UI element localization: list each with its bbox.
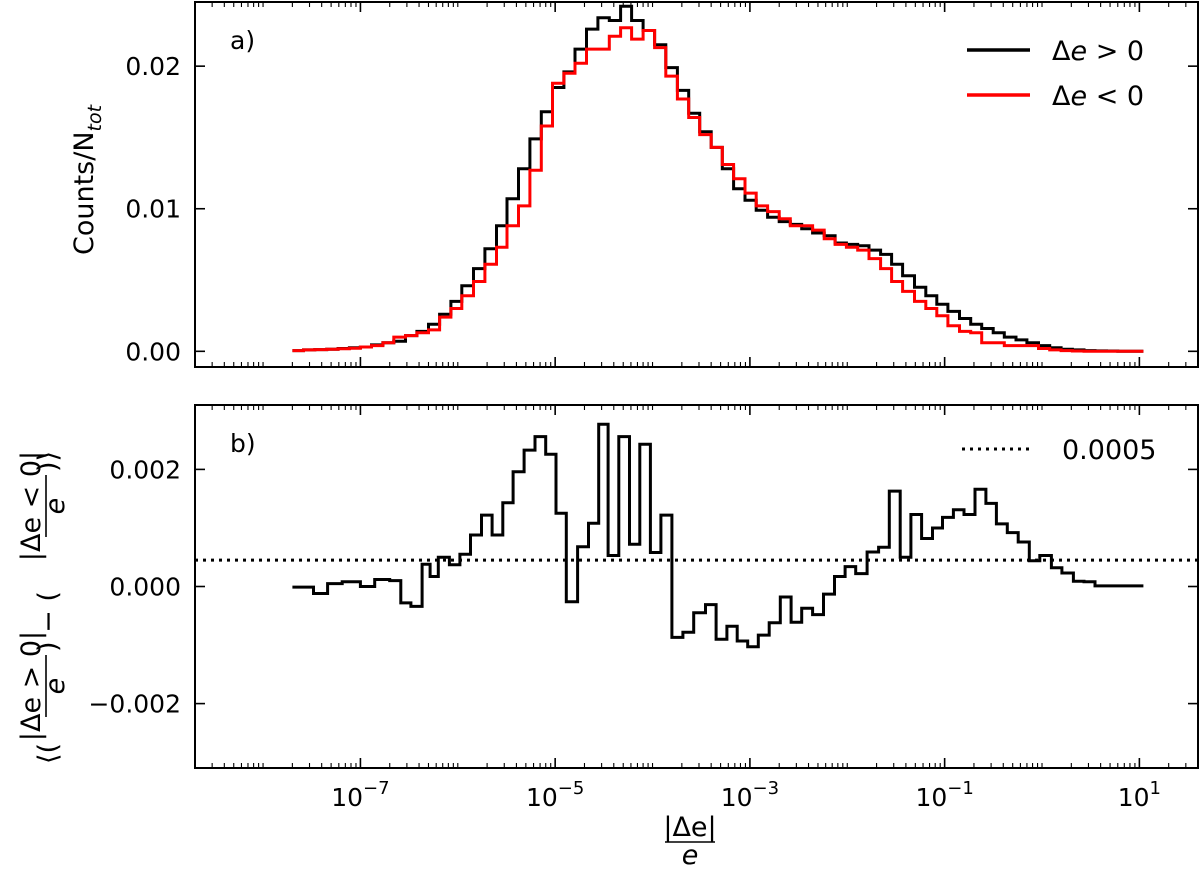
panel-b-series — [195, 422, 1198, 649]
panel-a-ytick-label: 0.02 — [125, 52, 181, 81]
x-axis-title-num: |Δe| — [663, 812, 716, 843]
legend-positive-op: > 0 — [1087, 36, 1144, 67]
hline-legend-label: 0.0005 — [1062, 435, 1156, 466]
x-tick-label-base: 10 — [1118, 783, 1150, 812]
legend-negative-delta: Δ — [1052, 81, 1071, 112]
panel-b-ylabel-den2: e — [40, 498, 71, 515]
x-tick-label: 10−1 — [915, 778, 973, 812]
panel-a-ytick-label: 0.00 — [125, 337, 181, 366]
panel-b-ylabel: ⟨( |Δe > 0| e ) − ( |Δe < 0| e )⟩ — [16, 451, 71, 764]
x-tick-label: 101 — [1118, 778, 1161, 812]
panel-a-series — [292, 4, 1144, 353]
panel-b-ytick-label: 0.002 — [109, 455, 181, 484]
x-tick-label-base: 10 — [915, 783, 947, 812]
legend-negative-var: e — [1070, 81, 1087, 112]
panel-b-ytick-label: −0.002 — [88, 690, 181, 719]
panel-b-ticks: −0.002 0.000 0.002 — [88, 405, 1198, 768]
series-line-negative — [292, 26, 1144, 353]
x-tick-label-base: 10 — [331, 783, 363, 812]
x-tick-label: 10−5 — [526, 778, 584, 812]
panel-b-ylabel-mid: ) − ( — [33, 591, 64, 652]
legend-negative-op: < 0 — [1087, 81, 1144, 112]
x-tick-label-exponent: −5 — [558, 778, 585, 799]
panel-a-ticks: 0.00 0.01 0.02 — [125, 2, 1198, 367]
panel-a: 0.00 0.01 0.02 a) Δe > 0 Δe < 0 Counts/Nto… — [69, 1, 1199, 368]
x-tick-label-exponent: 1 — [1150, 778, 1161, 799]
legend-positive-var: e — [1070, 36, 1087, 67]
series-line-difference — [292, 422, 1144, 649]
x-tick-label-exponent: −7 — [363, 778, 390, 799]
x-tick-label-base: 10 — [721, 783, 753, 812]
legend-positive-delta: Δ — [1052, 36, 1071, 67]
x-tick-label-base: 10 — [526, 783, 558, 812]
x-axis-title: |Δe| e — [663, 812, 716, 871]
panel-a-ylabel: Counts/Ntot — [69, 103, 106, 255]
x-tick-label: 10−3 — [721, 778, 779, 812]
panel-b-ylabel-close: )⟩ — [33, 451, 64, 472]
x-tick-label-exponent: −1 — [947, 778, 974, 799]
x-axis-title-den: e — [682, 840, 699, 871]
hline-legend: 0.0005 — [962, 435, 1156, 466]
legend-label-positive: Δe > 0 — [1052, 36, 1144, 67]
panel-a-ytick-label: 0.01 — [125, 195, 181, 224]
panel-b-label: b) — [230, 429, 256, 458]
panel-a-ylabel-main: Counts/N — [69, 131, 100, 255]
panel-b-frame — [194, 404, 1199, 769]
x-tick-label-exponent: −3 — [753, 778, 780, 799]
series-line-positive — [292, 4, 1144, 353]
panel-b-ylabel-open: ⟨( — [33, 743, 64, 764]
panel-a-frame — [194, 1, 1199, 368]
panel-b-ylabel-num2: |Δe < 0| — [16, 451, 47, 561]
panel-a-ylabel-sub: tot — [84, 103, 106, 131]
panel-b: −0.002 0.000 0.002 b) 0.0005 ⟨( |Δe > 0| e… — [16, 404, 1199, 769]
panel-b-ylabel-num1: |Δe > 0| — [16, 631, 47, 741]
x-tick-label: 10−7 — [331, 778, 389, 812]
legend-label-negative: Δe < 0 — [1052, 81, 1144, 112]
panel-b-ytick-label: 0.000 — [109, 573, 181, 602]
panel-b-ylabel-den1: e — [40, 678, 71, 695]
legend: Δe > 0 Δe < 0 — [967, 36, 1144, 112]
panel-a-label: a) — [230, 26, 255, 55]
x-tick-labels: 10−7 10−5 10−3 10−1 101 — [331, 778, 1161, 812]
